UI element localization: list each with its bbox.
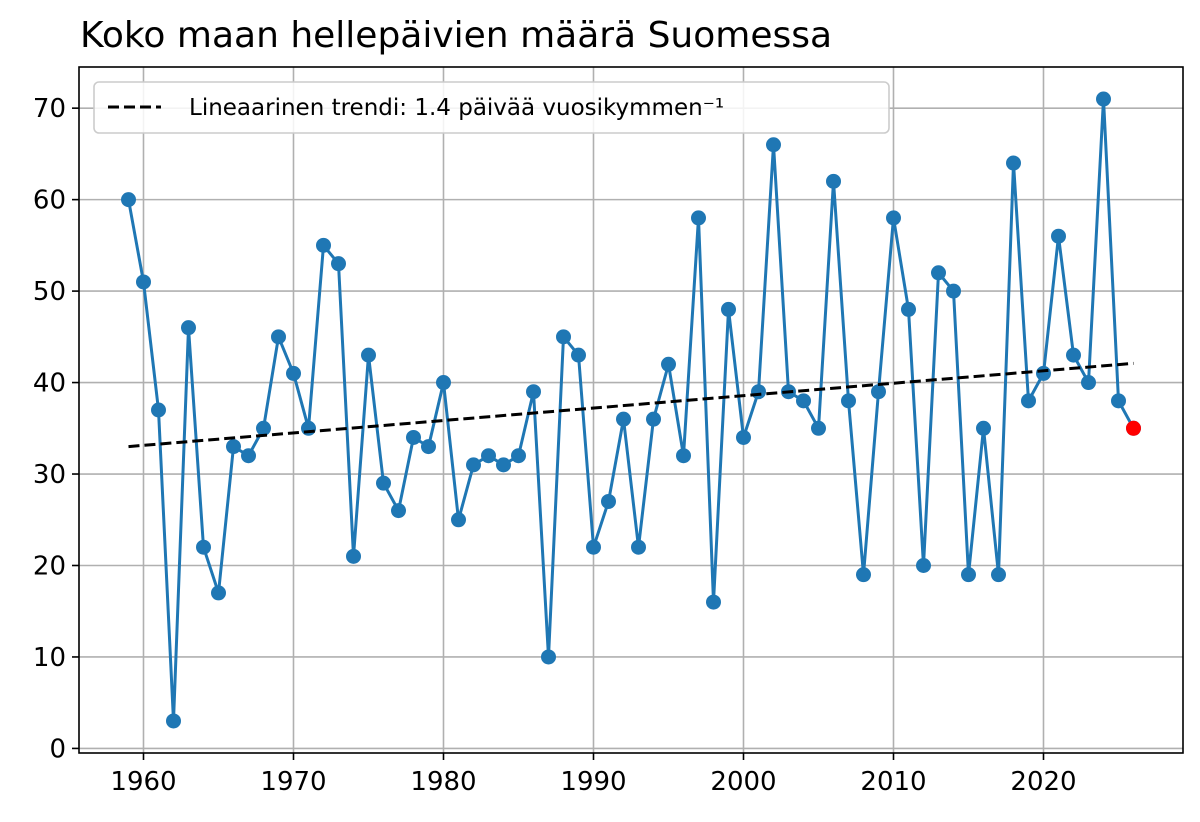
heat-days-point-2002: [766, 137, 781, 153]
y-tick-label: 30: [33, 460, 66, 490]
heat-days-point-2001: [751, 384, 766, 400]
heat-days-point-1984: [496, 457, 511, 473]
heat-days-point-1963: [181, 320, 196, 336]
heat-days-point-1990: [586, 539, 601, 555]
heat-days-point-2017: [991, 567, 1006, 583]
heat-days-point-1978: [406, 429, 421, 445]
heat-days-point-1974: [346, 548, 361, 564]
grid: [79, 67, 1183, 753]
heat-days-point-2000: [736, 429, 751, 445]
axis-ticks: 1960 1970 1980 1990 2000 2010 2020 0 10 20 30 40 50 6…: [33, 94, 1077, 797]
heat-days-point-1989: [571, 347, 586, 363]
heat-days-point-1966: [226, 439, 241, 455]
legend-entry-trend: Lineaarinen trendi: 1.4 päivää vuosikymm…: [189, 95, 724, 121]
y-tick-label: 50: [33, 277, 66, 307]
heat-days-point-2014: [946, 283, 961, 299]
heat-days-point-1995: [661, 356, 676, 372]
heat-days-point-1970: [286, 365, 301, 381]
heat-days-point-2012: [916, 557, 931, 573]
heat-days-point-1980: [436, 375, 451, 391]
heat-days-point-1981: [451, 512, 466, 528]
heat-days-point-1979: [421, 439, 436, 455]
heat-days-point-1987: [541, 649, 556, 665]
heat-days-point-1993: [631, 539, 646, 555]
heat-days-point-2016: [976, 420, 991, 436]
heat-days-point-1969: [271, 329, 286, 345]
heat-days-point-2024: [1096, 91, 1111, 107]
heat-days-point-2009: [871, 384, 886, 400]
heat-days-point-1975: [361, 347, 376, 363]
heat-days-point-1997: [691, 210, 706, 226]
heat-days-point-1991: [601, 493, 616, 509]
heat-days-point-2013: [931, 265, 946, 281]
x-tick-label: 1990: [560, 767, 626, 797]
heat-days-point-2021: [1051, 228, 1066, 244]
y-tick-label: 10: [33, 643, 66, 673]
trend-line: [128, 361, 1134, 449]
heat-days-point-1962: [166, 713, 181, 729]
heat-days-point-2020: [1036, 365, 1051, 381]
heat-days-point-1988: [556, 329, 571, 345]
heat-days-point-1992: [616, 411, 631, 427]
y-tick-label: 60: [33, 186, 66, 216]
heat-days-point-1960: [136, 274, 151, 290]
axes-frame: [78, 66, 1184, 754]
heat-days-point-2004: [796, 393, 811, 409]
heat-days-point-2007: [841, 393, 856, 409]
y-tick-label: 40: [33, 369, 66, 399]
heat-days-point-2010: [886, 210, 901, 226]
legend-frame: [93, 81, 890, 134]
heat-days-point-2023: [1081, 375, 1096, 391]
heat-days-point-1982: [466, 457, 481, 473]
heat-days-point-1998: [706, 594, 721, 610]
heat-days-point-2015: [961, 567, 976, 583]
heat-days-point-2018: [1006, 155, 1021, 171]
y-tick-label: 70: [33, 94, 66, 124]
x-tick-label: 2020: [1010, 767, 1076, 797]
heat-days-point-1967: [241, 448, 256, 464]
heat-days-point-1986: [526, 384, 541, 400]
heat-days-point-1996: [676, 448, 691, 464]
heat-days-point-1959: [121, 192, 136, 208]
y-tick-label: 20: [33, 551, 66, 581]
chart-title: Koko maan hellepäivien määrä Suomessa: [80, 15, 832, 56]
heat-days-point-1964: [196, 539, 211, 555]
heat-days-point-2011: [901, 301, 916, 317]
heat-days-point-1983: [481, 448, 496, 464]
heat-days-point-1976: [376, 475, 391, 491]
heat-days-point-2025: [1111, 393, 1126, 409]
x-tick-label: 1980: [410, 767, 476, 797]
heat-days-point-2008: [856, 567, 871, 583]
heat-days-point-2022: [1066, 347, 1081, 363]
x-tick-label: 2000: [710, 767, 776, 797]
heat-days-point-1968: [256, 420, 271, 436]
heat-days-point-1971: [301, 420, 316, 436]
heat-days-point-2006: [826, 173, 841, 189]
heat-days-point-1972: [316, 237, 331, 253]
heat-days-point-1973: [331, 256, 346, 272]
heat-days-point-2019: [1021, 393, 1036, 409]
x-tick-label: 2010: [860, 767, 926, 797]
heat-days-point-1965: [211, 585, 226, 601]
heat-days-point-1999: [721, 301, 736, 317]
y-tick-label: 0: [49, 734, 66, 764]
x-tick-label: 1960: [110, 767, 176, 797]
heat-days-point-1961: [151, 402, 166, 418]
legend: Lineaarinen trendi: 1.4 päivää vuosikymm…: [93, 81, 890, 134]
x-tick-label: 1970: [260, 767, 326, 797]
heat-days-point-1985: [511, 448, 526, 464]
latest-year-point: [1126, 420, 1141, 436]
heat-days-point-2005: [811, 420, 826, 436]
heat-days-point-1994: [646, 411, 661, 427]
heat-days-point-1977: [391, 503, 406, 519]
heat-days-line: [127, 97, 1135, 723]
plot-area: [121, 91, 1141, 729]
